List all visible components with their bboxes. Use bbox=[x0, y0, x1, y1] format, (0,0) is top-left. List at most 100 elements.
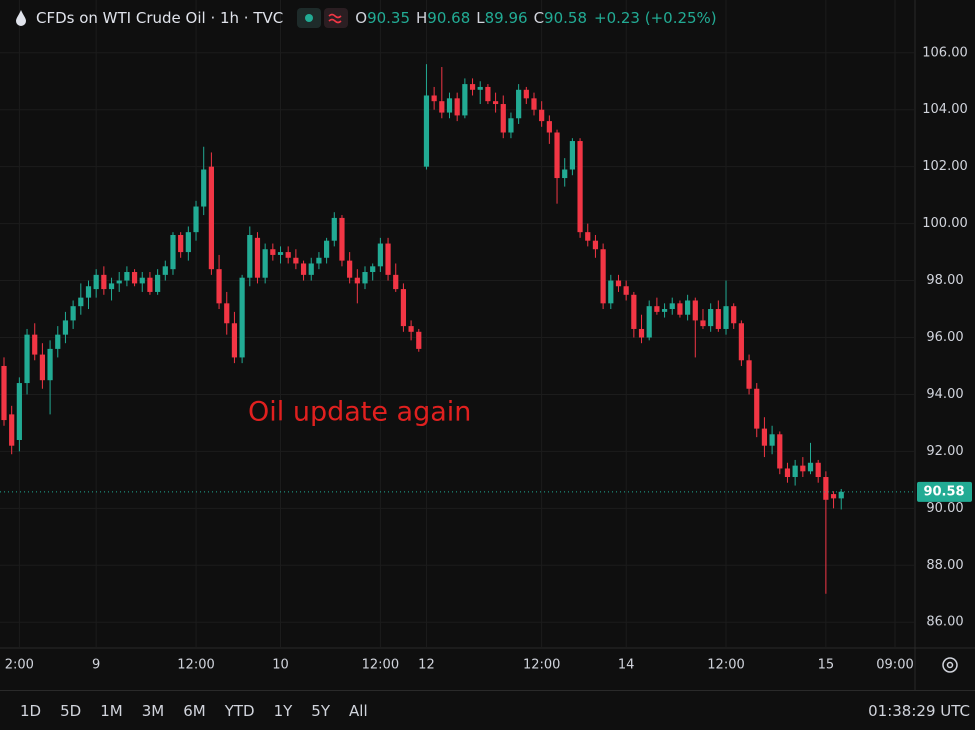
candle-body bbox=[247, 235, 253, 278]
candle-body bbox=[723, 306, 729, 329]
candle-body bbox=[78, 297, 84, 307]
y-tick-label: 88.00 bbox=[926, 558, 963, 573]
candle-body bbox=[615, 280, 622, 287]
settings-icon[interactable] bbox=[942, 657, 958, 673]
ohlc-label: O bbox=[355, 9, 368, 27]
candle-body bbox=[731, 306, 737, 324]
candle-body bbox=[807, 462, 814, 472]
candle-body bbox=[24, 334, 30, 384]
symbol-title: CFDs on WTI Crude Oil · 1h · TVC bbox=[36, 9, 284, 27]
candle-body bbox=[62, 320, 69, 335]
candle-body bbox=[462, 84, 468, 116]
candle-body bbox=[201, 169, 207, 207]
candle-body bbox=[815, 462, 821, 478]
candle-body bbox=[469, 84, 476, 90]
candle-body bbox=[55, 334, 61, 349]
candle-body bbox=[9, 414, 15, 446]
candle-body bbox=[554, 132, 560, 179]
candle-body bbox=[585, 232, 591, 241]
gear-hub[interactable] bbox=[946, 661, 954, 669]
candle-body bbox=[569, 141, 575, 170]
candle-body bbox=[661, 309, 668, 312]
x-tick-label: 10 bbox=[272, 658, 289, 673]
range-button[interactable]: 1M bbox=[100, 701, 123, 720]
last-price-tag bbox=[917, 481, 972, 502]
candle-body bbox=[85, 286, 92, 298]
candle-body bbox=[792, 465, 798, 478]
candle-body bbox=[823, 477, 829, 500]
range-button[interactable]: 1Y bbox=[273, 701, 293, 720]
candle-body bbox=[454, 98, 460, 116]
candle-body bbox=[761, 428, 768, 446]
y-tick-label: 96.00 bbox=[926, 330, 963, 345]
ohlc-label: C bbox=[533, 9, 545, 27]
candle-body bbox=[39, 354, 46, 381]
range-button[interactable]: YTD bbox=[224, 701, 255, 720]
ohlc-value: 90.68 bbox=[427, 9, 471, 27]
candle-body bbox=[370, 266, 376, 273]
range-button[interactable]: 5D bbox=[60, 701, 82, 720]
candle-body bbox=[623, 286, 629, 295]
candle-body bbox=[231, 323, 238, 358]
ohlc-value: 89.96 bbox=[484, 9, 528, 27]
candle-body bbox=[746, 360, 752, 389]
candle-body bbox=[393, 274, 399, 290]
candle-body bbox=[70, 306, 76, 321]
candle-body bbox=[446, 98, 453, 113]
candle-body bbox=[531, 98, 537, 110]
ohlc-value: 90.58 bbox=[544, 9, 587, 27]
candle-body bbox=[800, 465, 806, 472]
x-tick-label: 12:00 bbox=[177, 658, 214, 673]
candle-body bbox=[193, 206, 199, 233]
gear[interactable] bbox=[942, 657, 958, 673]
candle-body bbox=[830, 494, 837, 499]
candle-body bbox=[477, 86, 483, 90]
x-tick-label: 12 bbox=[418, 658, 435, 673]
ohlc-label: H bbox=[416, 9, 428, 27]
y-tick-label: 86.00 bbox=[926, 615, 963, 630]
y-tick-label: 90.00 bbox=[926, 501, 963, 516]
candle-body bbox=[577, 141, 583, 233]
candle-body bbox=[600, 249, 606, 304]
candle-body bbox=[784, 468, 791, 478]
candle-body bbox=[685, 300, 691, 315]
chart: Oil update again 86.00 88.00 90.00 92.00 94.… bbox=[0, 0, 975, 690]
candle-body bbox=[838, 491, 844, 499]
candle-body bbox=[139, 277, 145, 284]
candle-body bbox=[270, 249, 276, 255]
candle-body bbox=[377, 243, 383, 267]
candle-body bbox=[631, 294, 637, 329]
candle-body bbox=[308, 263, 314, 275]
range-button[interactable]: All bbox=[349, 701, 368, 720]
candle-body bbox=[16, 383, 22, 440]
y-tick-label: 104.00 bbox=[922, 102, 968, 117]
y-tick-label: 94.00 bbox=[926, 387, 963, 402]
candle-body bbox=[400, 289, 407, 327]
candle-body bbox=[485, 86, 491, 102]
x-tick-label: 09:00 bbox=[876, 658, 913, 673]
ohlc-value: 90.35 bbox=[367, 9, 411, 27]
y-tick-label: 100.00 bbox=[922, 216, 968, 231]
candle-body bbox=[692, 300, 698, 321]
candle-body bbox=[93, 274, 99, 290]
range-button[interactable]: 5Y bbox=[311, 701, 331, 720]
candle-body bbox=[32, 334, 38, 355]
candle-body bbox=[715, 309, 721, 329]
drop-icon bbox=[16, 10, 26, 26]
legend-header: CFDs on WTI Crude Oil · 1h · TVC O 90.35 … bbox=[14, 6, 717, 30]
candle-body bbox=[754, 388, 760, 429]
candle-body bbox=[700, 320, 706, 327]
range-button[interactable]: 6M bbox=[183, 701, 206, 720]
y-tick-label: 98.00 bbox=[926, 273, 963, 288]
range-button[interactable]: 1D bbox=[20, 701, 42, 720]
candle-body bbox=[362, 272, 368, 284]
range-button[interactable]: 3M bbox=[141, 701, 165, 720]
candle-body bbox=[101, 274, 107, 290]
candle-body bbox=[224, 303, 230, 324]
candle-body bbox=[638, 328, 645, 338]
candle-body bbox=[708, 309, 714, 327]
x-tick-label: 12:00 bbox=[362, 658, 399, 673]
candle-body bbox=[216, 269, 222, 304]
candle-body bbox=[416, 331, 422, 349]
x-tick-label: 15 bbox=[818, 658, 835, 673]
